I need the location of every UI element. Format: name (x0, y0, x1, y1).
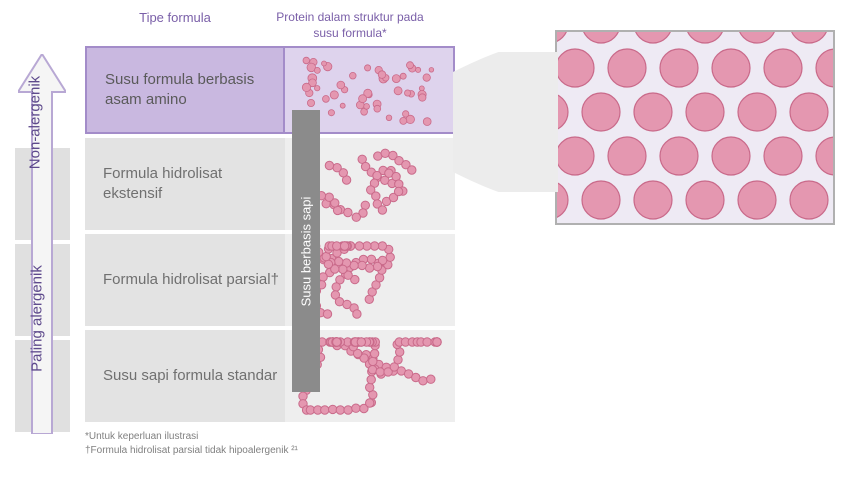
headers-row: Tipe formula Protein dalam struktur pada… (15, 10, 495, 41)
left-panel: Tipe formula Protein dalam struktur pada… (15, 10, 495, 458)
footnotes: *Untuk keperluan ilustrasi †Formula hidr… (85, 430, 495, 458)
diagram-container: Tipe formula Protein dalam struktur pada… (0, 0, 844, 501)
zoom-dots (557, 32, 833, 223)
formula-label-0: Susu formula berbasis asam amino (85, 46, 285, 134)
header-type: Tipe formula (85, 10, 265, 41)
cow-milk-label: Susu berbasis sapi (299, 196, 314, 306)
formula-label-1: Formula hidrolisat ekstensif (85, 138, 285, 230)
axis-paling-alergenik: Paling alergenik (29, 254, 46, 384)
formula-label-2: Formula hidrolisat parsial† (85, 234, 285, 326)
rows-area: Susu formula berbasis asam aminoFormula … (15, 46, 495, 422)
cow-milk-bar: Susu berbasis sapi (292, 110, 320, 392)
footnote-1: *Untuk keperluan ilustrasi (85, 430, 495, 444)
formula-row-0: Susu formula berbasis asam amino (15, 46, 495, 134)
zoom-panel (555, 30, 835, 225)
axis-non-alergenik: Non-alergenik (27, 68, 44, 178)
formula-row-2: Formula hidrolisat parsial† (15, 234, 495, 326)
formula-label-3: Susu sapi formula standar (85, 330, 285, 422)
zoom-connector (453, 52, 558, 192)
formula-row-1: Formula hidrolisat ekstensif (15, 138, 495, 230)
header-protein: Protein dalam struktur pada susu formula… (265, 10, 435, 41)
footnote-2: †Formula hidrolisat parsial tidak hipoal… (85, 444, 495, 458)
formula-row-3: Susu sapi formula standar (15, 330, 495, 422)
